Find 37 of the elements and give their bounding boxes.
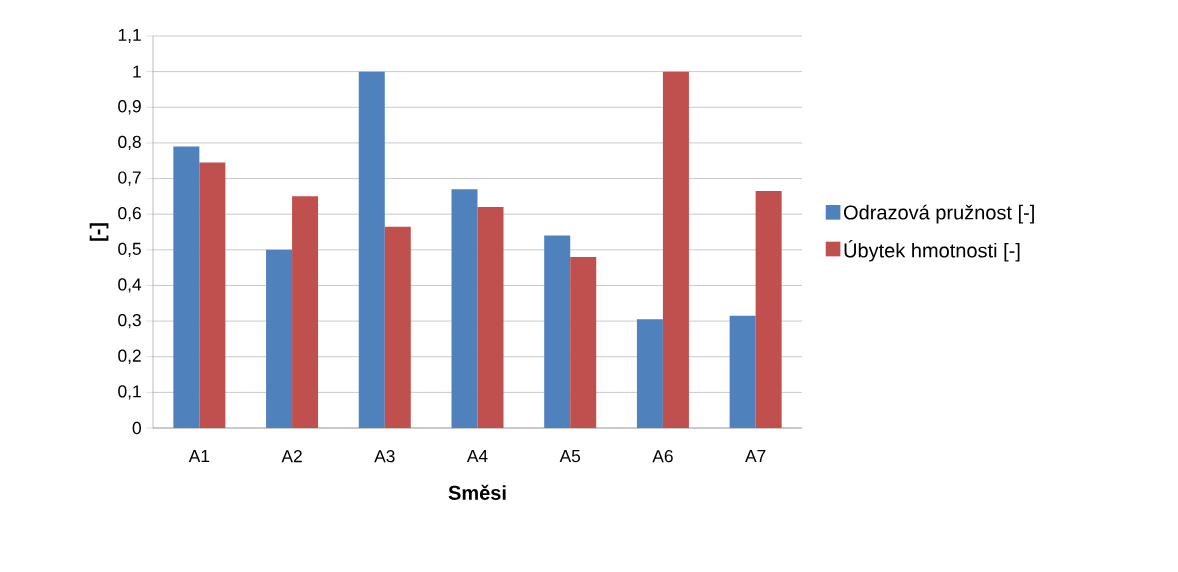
y-tick-label: 0,8 bbox=[118, 135, 141, 151]
x-tick-label: A1 bbox=[188, 450, 210, 462]
bar bbox=[199, 162, 226, 428]
bar bbox=[266, 249, 293, 428]
x-tick-label: A7 bbox=[745, 450, 766, 462]
y-tick-label: 0,1 bbox=[118, 385, 141, 400]
legend-label: Úbytek hmotnosti [-] bbox=[844, 240, 1020, 262]
y-tick-label: 0,7 bbox=[118, 171, 141, 186]
y-tick-label: 0,2 bbox=[118, 349, 141, 364]
y-tick-label: 0,5 bbox=[118, 242, 141, 257]
x-tick-label: A5 bbox=[559, 450, 581, 463]
y-tick-label: 1 bbox=[133, 65, 141, 78]
bar bbox=[477, 207, 504, 428]
x-tick-label: A4 bbox=[466, 450, 488, 462]
legend-label: Odrazová pružnost [-] bbox=[844, 204, 1034, 224]
bar bbox=[662, 71, 689, 428]
y-tick-label: 0 bbox=[132, 421, 141, 435]
x-axis-title: Směsi bbox=[448, 484, 506, 500]
bar bbox=[570, 256, 597, 428]
bar bbox=[755, 191, 782, 428]
x-tick-label: A2 bbox=[281, 450, 302, 463]
y-axis-title: [-] bbox=[89, 223, 109, 241]
bar bbox=[451, 189, 478, 428]
x-tick-label: A3 bbox=[374, 450, 395, 463]
y-tick-label: 1,1 bbox=[118, 28, 141, 44]
y-tick-label: 0,3 bbox=[118, 313, 141, 329]
x-tick-label: A6 bbox=[652, 450, 673, 463]
bar bbox=[544, 235, 571, 428]
y-tick-label: 0,4 bbox=[118, 278, 142, 293]
bar bbox=[384, 226, 411, 428]
bar bbox=[636, 319, 663, 428]
y-tick-label: 0,6 bbox=[118, 207, 141, 222]
y-tick-label: 0,9 bbox=[118, 100, 141, 115]
bar bbox=[173, 146, 200, 428]
bar bbox=[729, 315, 756, 428]
bar bbox=[292, 196, 319, 428]
bar bbox=[358, 71, 385, 428]
